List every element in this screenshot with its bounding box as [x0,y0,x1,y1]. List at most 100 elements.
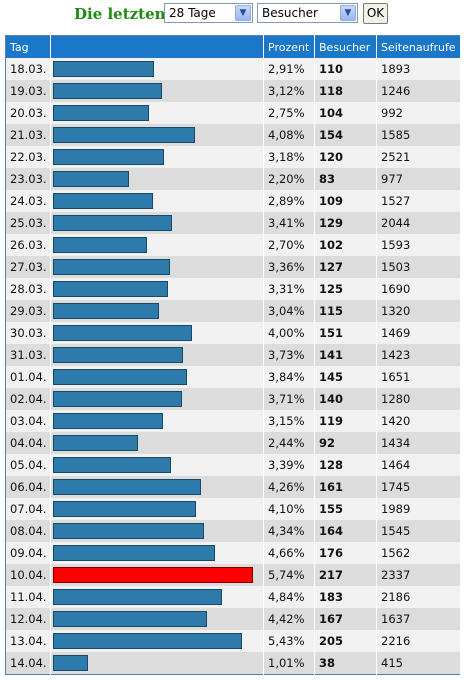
besucher-cell: 109 [314,190,377,212]
metric-select[interactable]: Besucher ▼ [257,3,358,23]
bar-cell [50,498,264,520]
table-header-row: Tag Prozent Besucher Seitenaufrufe [5,35,461,58]
table-row: 09.04. 4,66% 176 1562 [5,542,461,564]
table-row: 13.04. 5,43% 205 2216 [5,630,461,652]
prozent-cell: 4,84% [263,586,315,608]
visitor-bar [53,281,168,297]
bar-cell [50,410,264,432]
prozent-cell: 2,20% [263,168,315,190]
column-header-seitenaufrufe: Seitenaufrufe [376,35,461,58]
seitenaufrufe-cell: 2216 [376,630,461,652]
seitenaufrufe-cell: 992 [376,102,461,124]
bar-cell [50,190,264,212]
bar-cell [50,256,264,278]
visitor-bar [53,215,172,231]
besucher-cell: 110 [314,58,377,80]
prozent-cell: 3,73% [263,344,315,366]
seitenaufrufe-cell: 415 [376,652,461,675]
tag-cell: 21.03. [5,124,51,146]
tag-cell: 29.03. [5,300,51,322]
seitenaufrufe-cell: 1423 [376,344,461,366]
prozent-cell: 3,36% [263,256,315,278]
besucher-cell: 127 [314,256,377,278]
seitenaufrufe-cell: 1464 [376,454,461,476]
besucher-cell: 167 [314,608,377,630]
besucher-cell: 205 [314,630,377,652]
besucher-cell: 155 [314,498,377,520]
seitenaufrufe-cell: 1593 [376,234,461,256]
visitor-bar [53,193,153,209]
tag-cell: 11.04. [5,586,51,608]
tag-cell: 31.03. [5,344,51,366]
table-row: 25.03. 3,41% 129 2044 [5,212,461,234]
prozent-cell: 3,84% [263,366,315,388]
tag-cell: 02.04. [5,388,51,410]
besucher-cell: 141 [314,344,377,366]
filter-label: Die letzten: [74,5,172,23]
seitenaufrufe-cell: 1469 [376,322,461,344]
visitor-bar [53,545,215,561]
visitor-bar [53,127,195,143]
besucher-cell: 140 [314,388,377,410]
besucher-cell: 128 [314,454,377,476]
visitor-bar [53,259,170,275]
besucher-cell: 115 [314,300,377,322]
visitor-bar [53,611,207,627]
seitenaufrufe-cell: 2337 [376,564,461,586]
table-row: 26.03. 2,70% 102 1593 [5,234,461,256]
tag-cell: 23.03. [5,168,51,190]
table-row: 10.04. 5,74% 217 2337 [5,564,461,586]
tag-cell: 25.03. [5,212,51,234]
visitor-bar [53,655,88,671]
table-row: 04.04. 2,44% 92 1434 [5,432,461,454]
seitenaufrufe-cell: 1585 [376,124,461,146]
tag-cell: 26.03. [5,234,51,256]
visitor-bar [53,567,253,583]
tag-cell: 01.04. [5,366,51,388]
seitenaufrufe-cell: 1893 [376,58,461,80]
filter-bar: Die letzten: 28 Tage ▼ Besucher ▼ OK [0,0,466,32]
visitor-bar [53,149,164,165]
table-row: 11.04. 4,84% 183 2186 [5,586,461,608]
visitor-bar [53,369,187,385]
visitor-bar [53,171,129,187]
bar-cell [50,234,264,256]
table-row: 03.04. 3,15% 119 1420 [5,410,461,432]
besucher-cell: 118 [314,80,377,102]
prozent-cell: 3,12% [263,80,315,102]
chevron-down-icon[interactable]: ▼ [340,5,356,21]
tag-cell: 08.04. [5,520,51,542]
prozent-cell: 3,71% [263,388,315,410]
table-row: 27.03. 3,36% 127 1503 [5,256,461,278]
besucher-cell: 151 [314,322,377,344]
visitor-bar [53,105,149,121]
seitenaufrufe-cell: 1745 [376,476,461,498]
tag-cell: 05.04. [5,454,51,476]
table-row: 01.04. 3,84% 145 1651 [5,366,461,388]
tag-cell: 18.03. [5,58,51,80]
besucher-cell: 92 [314,432,377,454]
visitor-bar [53,391,182,407]
seitenaufrufe-cell: 1545 [376,520,461,542]
chevron-down-icon[interactable]: ▼ [235,5,251,21]
ok-button[interactable]: OK [363,3,388,24]
besucher-cell: 120 [314,146,377,168]
prozent-cell: 4,66% [263,542,315,564]
table-row: 12.04. 4,42% 167 1637 [5,608,461,630]
seitenaufrufe-cell: 1989 [376,498,461,520]
seitenaufrufe-cell: 1562 [376,542,461,564]
prozent-cell: 2,75% [263,102,315,124]
besucher-cell: 83 [314,168,377,190]
seitenaufrufe-cell: 1637 [376,608,461,630]
prozent-cell: 1,01% [263,652,315,675]
seitenaufrufe-cell: 2186 [376,586,461,608]
prozent-cell: 3,15% [263,410,315,432]
visitor-bar [53,523,204,539]
visitor-bar [53,413,163,429]
prozent-cell: 4,42% [263,608,315,630]
besucher-cell: 154 [314,124,377,146]
bar-cell [50,388,264,410]
column-header-besucher: Besucher [314,35,377,58]
period-select[interactable]: 28 Tage ▼ [164,3,253,23]
prozent-cell: 5,74% [263,564,315,586]
